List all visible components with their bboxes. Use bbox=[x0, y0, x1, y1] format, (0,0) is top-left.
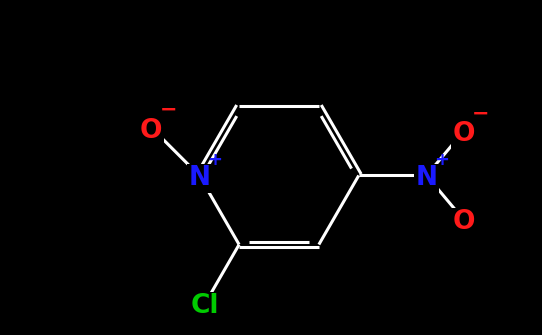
Text: +: + bbox=[434, 151, 449, 169]
Text: N: N bbox=[416, 165, 437, 192]
Text: O: O bbox=[140, 118, 163, 143]
Text: −: − bbox=[160, 100, 178, 120]
Text: +: + bbox=[207, 151, 222, 169]
Text: O: O bbox=[452, 209, 475, 236]
Text: O: O bbox=[452, 122, 475, 147]
Text: Cl: Cl bbox=[191, 293, 220, 319]
Text: N: N bbox=[188, 165, 210, 192]
Text: −: − bbox=[472, 104, 490, 124]
